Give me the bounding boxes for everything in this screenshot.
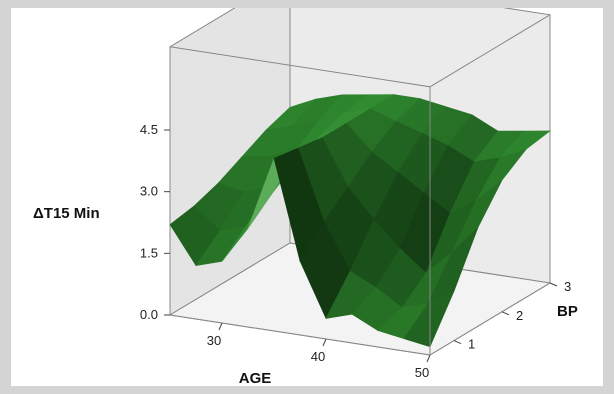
z-tick-label: 1.5: [140, 245, 158, 260]
plot-panel: 0.0 1.5 3.0 4.5 30 40 50 1 2 3 ΔT15 Min AGE BP: [11, 8, 603, 386]
x-tick-mark: [322, 338, 327, 347]
surface-patch: [403, 290, 455, 348]
x-axis-title: AGE: [239, 370, 272, 386]
axis-ticks: 0.0 1.5 3.0 4.5 30 40 50 1 2 3: [140, 122, 571, 380]
x-tick-label: 40: [311, 349, 325, 364]
x-tick-mark: [426, 354, 431, 363]
box-right-floor-edge: [429, 282, 551, 356]
plot-box-front-edges: [169, 14, 551, 356]
z-tick-label: 3.0: [140, 184, 158, 199]
y-axis-title: BP: [557, 303, 578, 320]
z-tick-label: 0.0: [140, 307, 158, 322]
surface-mesh: [169, 94, 551, 348]
y-tick-label: 3: [564, 279, 571, 294]
y-tick-label: 2: [516, 308, 523, 323]
y-tick-mark: [501, 311, 510, 316]
x-tick-label: 30: [207, 333, 221, 348]
x-tick-mark: [218, 322, 223, 331]
x-tick-label: 50: [415, 365, 429, 380]
surface-plot: 0.0 1.5 3.0 4.5 30 40 50 1 2 3 ΔT15 Min AGE BP: [33, 8, 578, 386]
y-tick-mark: [549, 282, 558, 287]
z-tick-label: 4.5: [140, 122, 158, 137]
box-front-floor-edge: [169, 314, 431, 356]
z-axis-title: ΔT15 Min: [33, 205, 100, 222]
y-tick-label: 1: [468, 337, 475, 352]
y-tick-mark: [453, 340, 462, 345]
